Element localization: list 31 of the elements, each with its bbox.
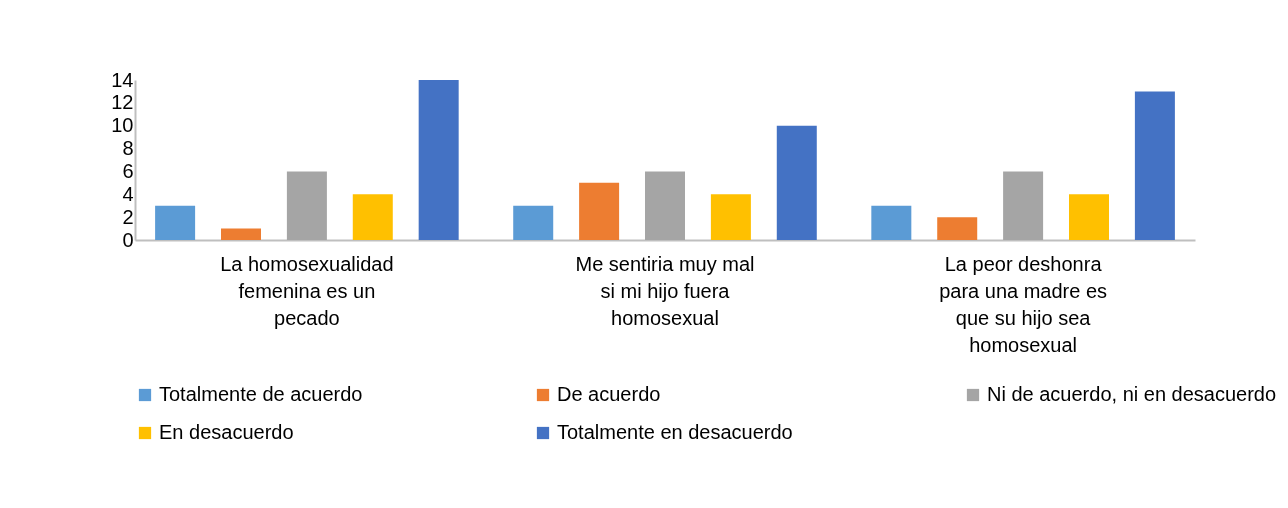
x-tick-label: La homosexualidad femenina es un pecado: [220, 252, 394, 329]
bar: [776, 125, 817, 240]
bar: [155, 205, 196, 240]
y-tick-label: 8: [122, 137, 134, 160]
bar: [513, 205, 554, 240]
x-tick-label: La peor deshonra para una madre es que su hijo sea homosexual: [939, 252, 1108, 356]
bar: [418, 80, 459, 240]
x-tick-label: Me sentiria muy mal si mi hijo fuera homosexual: [575, 252, 755, 329]
y-tick-label: 4: [122, 182, 134, 205]
legend-label: Totalmente de acuerdo: [159, 383, 363, 405]
y-tick-label: 14: [111, 68, 134, 91]
y-tick-label: 6: [122, 159, 134, 182]
legend-label: De acuerdo: [557, 383, 661, 405]
bar: [579, 182, 620, 240]
legend-label: Totalmente en desacuerdo: [557, 421, 793, 443]
bar: [937, 217, 978, 240]
bar: [1134, 91, 1175, 240]
bar: [710, 194, 751, 240]
legend-label: En desacuerdo: [159, 421, 294, 443]
bar: [1003, 171, 1044, 240]
legend-label: Ni de acuerdo, ni en desacuerdo: [987, 383, 1277, 405]
bar: [1069, 194, 1109, 240]
bar: [871, 205, 912, 240]
bar: [352, 194, 393, 240]
bar: [645, 171, 685, 240]
bar: [221, 228, 261, 240]
y-tick-label: 0: [122, 228, 134, 251]
y-tick-label: 2: [122, 205, 134, 228]
bar: [286, 171, 327, 240]
y-tick-label: 10: [111, 114, 134, 137]
y-tick-label: 12: [111, 91, 134, 114]
